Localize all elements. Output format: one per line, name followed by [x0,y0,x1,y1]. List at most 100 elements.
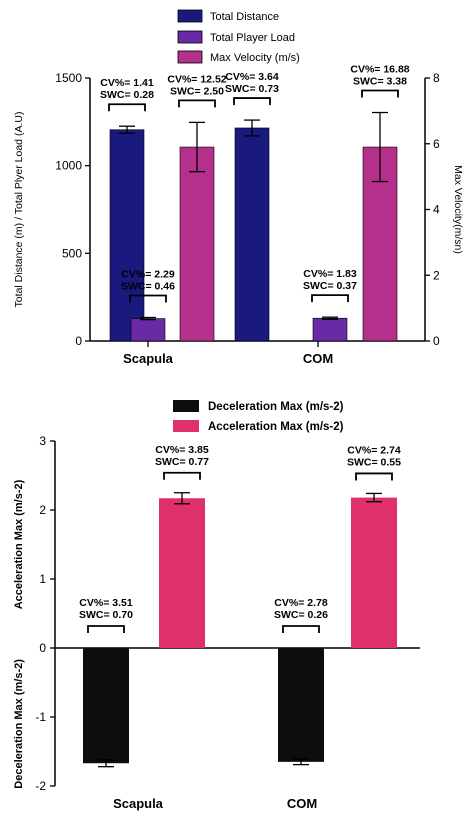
legend-swatch-2 [177,50,203,64]
annotation-b-0-1-cv-value: 2.78 [307,597,328,609]
annotation-0-1-cv-prefix: CV%= [225,71,258,83]
annotation-2-1-cv-prefix: CV%= [350,64,383,76]
annotation-b-0-0-swc-value: 0.70 [113,609,134,621]
annotation-0-0-cv: CV%= 1.41 [100,77,154,89]
annotation-2-0-cv-prefix: CV%= [167,73,200,85]
legend-label-0: Total Distance [210,11,279,23]
right-tick-label-0: 0 [433,334,440,348]
bracket-0-0 [108,103,146,112]
annotation-b-1-0-swc: SWC= 0.77 [155,456,209,468]
tick-label-b-3: 1 [39,572,46,586]
annotation-1-1-cv-value: 1.83 [336,268,357,280]
legend-swatch-0 [177,9,203,23]
bracket-2-1 [361,89,399,98]
category-label-b-0: Scapula [113,796,164,811]
legend-swatch-b-1 [173,420,199,432]
annotation-b-1-1-cv: CV%= 2.74 [347,444,401,456]
annotation-b-0-0-cv: CV%= 3.51 [79,597,133,609]
axis-title-top-b: Acceleration Max (m/s-2) [13,479,25,609]
annotation-b-0-1-cv-prefix: CV%= [274,597,307,609]
bottom-chart: Deceleration Max (m/s-2) Acceleration Max… [13,400,420,811]
tick-label-b-4: 2 [39,503,46,517]
bar-1-0 [130,318,166,342]
annotation-0-0-swc: SWC= 0.28 [100,89,154,101]
annotation-2-1-swc: SWC= 3.38 [353,76,407,88]
annotation-0-1-cv-value: 3.64 [258,71,279,83]
left-tick-label-1: 500 [62,246,82,260]
annotation-2-0-swc: SWC= 2.50 [170,85,224,97]
annotation-b-1-1-swc-prefix: SWC= [347,456,381,468]
annotation-b-0-0-swc-prefix: SWC= [79,609,113,621]
bar-b-0-0 [83,648,129,764]
annotation-b-0-1-cv: CV%= 2.78 [274,597,328,609]
left-axis-title: Total Distance (m) / Total Plyer Load (A… [13,112,25,308]
legend-label-b-0: Deceleration Max (m/s-2) [208,401,344,413]
bracket-b-0-1 [282,625,320,633]
annotation-0-1-swc: SWC= 0.73 [225,83,279,95]
bar-0-1 [234,127,270,342]
annotation-b-1-0-swc-prefix: SWC= [155,456,189,468]
annotation-1-1-cv: CV%= 1.83 [303,268,357,280]
category-label-b-1: COM [287,796,317,811]
annotation-1-1-swc-prefix: SWC= [303,280,337,292]
legend-label-1: Total Player Load [210,32,295,44]
annotation-2-1-cv-value: 16.88 [383,64,409,76]
annotation-0-0-cv-value: 1.41 [133,77,154,89]
annotation-1-0-swc: SWC= 0.46 [121,281,175,293]
top-chart: Total Distance Total Player Load Max Veloc… [13,9,464,366]
annotation-b-1-0-cv-prefix: CV%= [155,444,188,456]
annotation-0-1-swc-prefix: SWC= [225,83,259,95]
bar-2-0 [179,146,215,342]
axis-title-bottom-b: Deceleration Max (m/s-2) [13,659,25,789]
annotation-b-0-0-cv-prefix: CV%= [79,597,112,609]
bracket-b-1-1 [355,472,393,481]
annotation-b-0-0-cv-value: 3.51 [112,597,133,609]
bracket-b-0-0 [87,625,125,633]
bar-0-0 [109,129,145,342]
category-label-0: Scapula [123,351,174,366]
legend-label-2: Max Velocity (m/s) [210,52,300,64]
annotation-1-1-cv-prefix: CV%= [303,268,336,280]
left-tick-label-2: 1000 [55,159,82,173]
tick-label-b-5: 3 [39,434,46,448]
bar-b-1-1 [351,497,397,648]
annotation-0-0-cv-prefix: CV%= [100,77,133,89]
annotation-0-1-cv: CV%= 3.64 [225,71,279,83]
annotation-1-0-swc-value: 0.46 [155,281,176,293]
bracket-1-1 [311,294,349,303]
annotation-b-0-1-swc-value: 0.26 [308,609,329,621]
annotation-1-0-cv: CV%= 2.29 [121,269,175,281]
legend-label-b-1: Acceleration Max (m/s-2) [208,421,344,433]
legend-swatch-b-0 [173,400,199,412]
annotation-b-1-1-cv-value: 2.74 [380,444,401,456]
tick-label-b-2: 0 [39,641,46,655]
right-tick-label-2: 4 [433,203,440,217]
left-tick-label-0: 0 [75,334,82,348]
annotation-2-0-cv: CV%= 12.52 [167,73,226,85]
annotation-0-0-swc-value: 0.28 [134,89,155,101]
annotation-b-1-0-cv-value: 3.85 [188,444,209,456]
annotation-1-0-cv-prefix: CV%= [121,269,154,281]
bracket-b-1-0 [163,471,201,480]
annotation-b-1-0-swc-value: 0.77 [189,456,210,468]
annotation-b-1-0-cv: CV%= 3.85 [155,444,209,456]
annotation-b-0-0-swc: SWC= 0.70 [79,609,133,621]
annotation-2-1-swc-prefix: SWC= [353,76,387,88]
bar-b-0-1 [278,648,324,762]
annotation-1-1-swc-value: 0.37 [337,280,358,292]
annotation-b-1-1-cv-prefix: CV%= [347,444,380,456]
bar-b-1-0 [159,498,205,648]
right-tick-label-1: 2 [433,268,440,282]
bar-1-1 [312,317,348,342]
annotation-2-1-cv: CV%= 16.88 [350,64,409,76]
bracket-1-0 [129,294,167,303]
annotation-1-1-swc: SWC= 0.37 [303,280,357,292]
right-tick-label-4: 8 [433,71,440,85]
tick-label-b-0: -2 [35,779,46,793]
annotation-2-0-swc-prefix: SWC= [170,85,204,97]
annotation-b-0-1-swc: SWC= 0.26 [274,609,328,621]
legend-swatch-1 [177,30,203,44]
annotation-2-1-swc-value: 3.38 [387,76,408,88]
annotation-0-1-swc-value: 0.73 [259,83,280,95]
